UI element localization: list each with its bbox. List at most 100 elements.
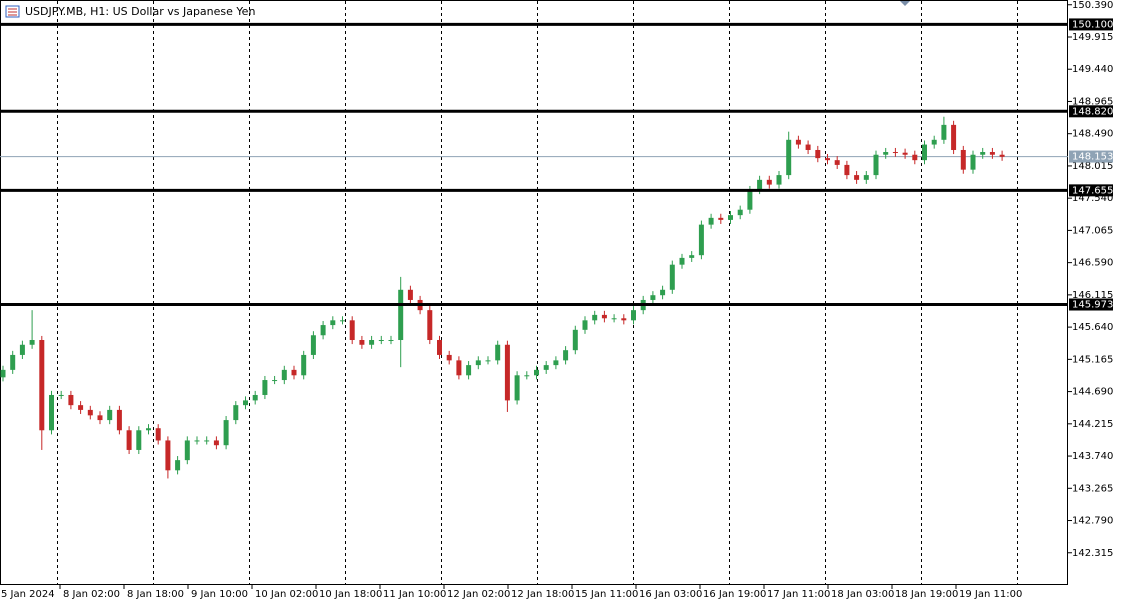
candle-body (572, 329, 578, 351)
candle-body (272, 380, 278, 382)
candle-body (786, 139, 792, 176)
candle-body (660, 289, 666, 296)
candle-body (97, 415, 103, 421)
x-tick-label: 10 Jan 18:00 (319, 589, 382, 600)
candle-body (951, 124, 957, 150)
y-tick-label: 144.215 (1072, 419, 1113, 430)
candle-body (39, 340, 45, 431)
x-tick-label: 5 Jan 2024 (1, 589, 55, 600)
candle-body (553, 360, 559, 366)
x-tick-label: 15 Jan 11:00 (575, 589, 638, 600)
candle-body (204, 440, 210, 442)
candle-body (757, 179, 763, 191)
y-tick-label: 148.965 (1072, 96, 1113, 107)
candle-body (747, 190, 753, 210)
candle-body (534, 369, 539, 376)
candle-body (213, 440, 219, 446)
candle-body (776, 175, 782, 185)
candle-body (116, 409, 122, 431)
x-tick-label: 8 Jan 02:00 (63, 589, 120, 600)
y-tick-label: 147.540 (1072, 193, 1113, 204)
level-label-box (1069, 18, 1113, 31)
candle-body (233, 405, 239, 421)
candle-body (165, 440, 171, 471)
candle-body (58, 394, 64, 396)
y-tick-label: 143.740 (1072, 451, 1113, 462)
candle-body (805, 144, 811, 150)
candle-body (146, 428, 151, 431)
candle-body (194, 440, 200, 442)
candle-body (582, 320, 588, 330)
y-tick-label: 149.915 (1072, 32, 1113, 43)
x-tick-label: 16 Jan 03:00 (639, 589, 702, 600)
candle-body (49, 394, 54, 431)
candle-body (650, 295, 656, 300)
candle-body (29, 340, 35, 345)
level-label: 147.655 (1072, 185, 1113, 196)
level-label-box (1069, 298, 1113, 311)
level-label-box (1069, 184, 1113, 197)
y-tick-label: 147.065 (1072, 225, 1113, 236)
candle-body (291, 369, 297, 376)
candle-body (931, 139, 937, 145)
shift-marker[interactable] (900, 1, 910, 6)
candle-body (485, 360, 491, 362)
candle-body (922, 144, 927, 161)
candle-body (388, 340, 394, 342)
x-tick-label: 16 Jan 19:00 (703, 589, 766, 600)
level-label: 148.820 (1072, 106, 1113, 117)
candle-body (504, 344, 510, 401)
candle-body (795, 139, 801, 145)
candle-body (621, 318, 627, 321)
candle-body (175, 460, 181, 471)
last-price-label: 148.153 (1072, 152, 1113, 163)
x-tick-label: 18 Jan 03:00 (831, 589, 894, 600)
candle-body (883, 152, 889, 155)
candle-body (281, 369, 287, 381)
candle-body (737, 209, 743, 216)
candle-body (495, 344, 501, 361)
y-tick-label: 149.440 (1072, 64, 1113, 75)
candle-body (466, 365, 472, 376)
y-tick-label: 144.690 (1072, 387, 1113, 398)
candle-body (369, 340, 375, 345)
x-tick-label: 10 Jan 02:00 (255, 589, 318, 600)
candle-body (679, 257, 685, 265)
candle-body (437, 340, 442, 355)
candle-body (19, 344, 25, 355)
candle-body (543, 365, 549, 370)
candle-body (960, 149, 966, 170)
x-tick-label: 18 Jan 19:00 (895, 589, 958, 600)
x-tick-label: 17 Jan 11:00 (767, 589, 830, 600)
y-tick-label: 145.640 (1072, 322, 1113, 333)
candle-body (398, 289, 404, 341)
candle-body (592, 314, 598, 321)
candle-body (223, 420, 229, 446)
candle-body (252, 394, 258, 401)
candle-body (456, 360, 462, 376)
candle-body (912, 154, 918, 161)
candle-body (359, 340, 365, 345)
candle-body (310, 335, 316, 355)
candle-body (601, 314, 607, 319)
candle-body (708, 217, 714, 225)
candle-body (611, 318, 617, 320)
x-tick-label: 8 Jan 18:00 (127, 589, 184, 600)
candle-body (107, 409, 113, 421)
candle-body (669, 264, 675, 290)
level-label-box (1069, 105, 1113, 118)
candle-body (427, 310, 433, 341)
candle-body (10, 354, 16, 370)
candle-body (126, 430, 132, 450)
candle-body (863, 175, 869, 180)
candle-body (340, 320, 345, 322)
chart-title: USDJPY.MB, H1: US Dollar vs Japanese Yen (25, 5, 255, 18)
candle-body (378, 340, 384, 342)
candle-body (407, 289, 413, 300)
candle-body (0, 369, 6, 378)
last-price-box (1069, 150, 1113, 163)
candle-body (301, 354, 307, 376)
candle-body (825, 158, 830, 161)
x-tick-label: 12 Jan 18:00 (511, 589, 574, 600)
